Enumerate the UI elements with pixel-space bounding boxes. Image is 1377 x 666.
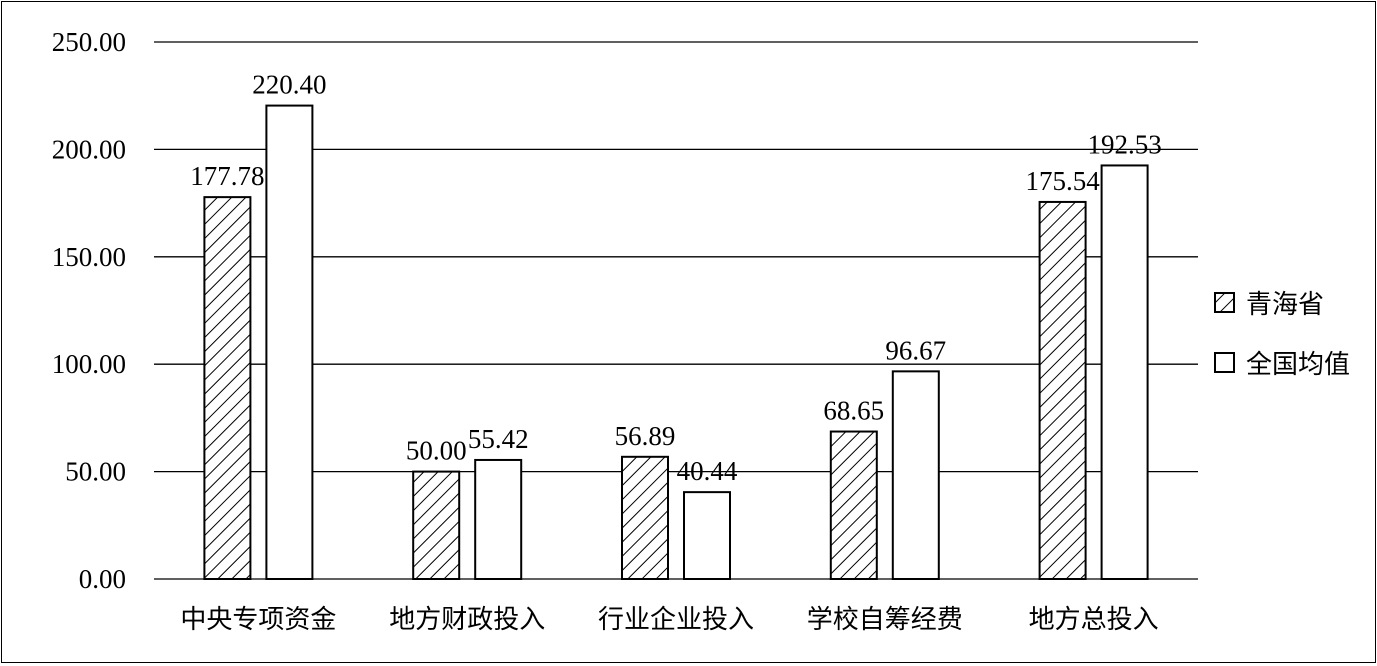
y-tick-label: 50.00 (65, 457, 126, 487)
data-label: 50.00 (406, 436, 467, 466)
data-label: 175.54 (1025, 166, 1100, 196)
y-tick-label: 250.00 (52, 27, 126, 57)
bar-national-average (891, 370, 940, 580)
x-category-label: 地方总投入 (1029, 605, 1159, 635)
bar-qinghai (1038, 200, 1087, 580)
y-tick-label: 150.00 (52, 242, 126, 272)
bar-qinghai (621, 455, 669, 581)
legend-label-national-average: 全国均值 (1246, 350, 1350, 380)
data-label: 220.40 (252, 70, 326, 100)
data-label: 177.78 (190, 161, 264, 191)
bar-national-average (683, 491, 731, 581)
data-label: 96.67 (885, 335, 946, 365)
bar-qinghai (203, 196, 252, 580)
x-category-label: 学校自筹经费 (807, 605, 963, 635)
data-label: 192.53 (1087, 129, 1161, 159)
bar-national-average (265, 104, 314, 580)
x-category-label: 地方财政投入 (389, 605, 545, 635)
bar-qinghai (829, 430, 878, 580)
bar-national-average (1100, 164, 1149, 580)
bar-qinghai (412, 470, 461, 581)
legend-swatch-qinghai (1214, 292, 1235, 313)
data-label: 55.42 (468, 424, 529, 454)
bar-national-average (474, 458, 523, 581)
data-label: 56.89 (615, 421, 676, 451)
x-category-label: 中央专项资金 (180, 605, 336, 635)
y-tick-label: 0.00 (79, 564, 126, 594)
y-tick-label: 200.00 (52, 134, 126, 164)
x-category-label: 行业企业投入 (598, 605, 754, 635)
data-label: 40.44 (677, 456, 738, 486)
y-tick-label: 100.00 (52, 349, 126, 379)
legend-label-qinghai: 青海省 (1246, 290, 1324, 320)
data-label: 68.65 (823, 396, 884, 426)
legend-swatch-national-average (1214, 352, 1235, 373)
